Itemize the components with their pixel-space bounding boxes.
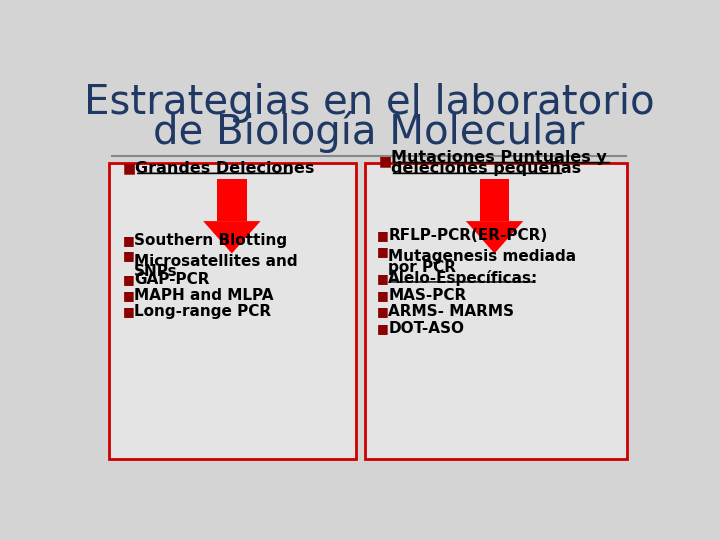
Text: Microsatellites and: Microsatellites and [134,254,298,268]
Text: MAS-PCR: MAS-PCR [388,288,467,303]
Text: ■: ■ [122,306,135,319]
Bar [365,163,627,459]
Text: Grandes Deleciones: Grandes Deleciones [135,161,315,176]
Bar [480,179,509,221]
Text: MAPH and MLPA: MAPH and MLPA [134,288,274,303]
Text: ARMS- MARMS: ARMS- MARMS [388,305,514,320]
Text: ■: ■ [122,234,135,247]
Text: GAP-PCR: GAP-PCR [134,272,210,287]
Text: RFLP-PCR(ER-PCR): RFLP-PCR(ER-PCR) [388,228,548,243]
Text: ■: ■ [377,245,389,258]
Text: Long-range PCR: Long-range PCR [134,305,271,320]
Text: SNPs: SNPs [134,265,178,279]
Text: deleciones pequeñas: deleciones pequeñas [391,161,581,176]
Text: Mutagenesis mediada: Mutagenesis mediada [388,249,577,264]
Text: Mutaciones Puntuales y: Mutaciones Puntuales y [391,151,606,165]
Text: ■: ■ [122,289,135,302]
Polygon shape [466,221,523,253]
Text: de Biología Molecular: de Biología Molecular [153,111,585,153]
Bar [217,179,246,221]
Text: ■: ■ [377,306,389,319]
Bar [109,163,356,459]
Text: ■: ■ [122,273,135,286]
Polygon shape [203,221,261,253]
Text: Alelo-Específicas:: Alelo-Específicas: [388,270,539,286]
Text: DOT-ASO: DOT-ASO [388,321,464,336]
Text: Southern Blotting: Southern Blotting [134,233,287,248]
Text: por PCR: por PCR [388,260,456,275]
Text: Estrategias en el laboratorio: Estrategias en el laboratorio [84,83,654,123]
Text: ■: ■ [377,230,389,242]
Text: ■: ■ [122,249,135,262]
Text: ■: ■ [379,154,392,168]
Text: ■: ■ [377,289,389,302]
Text: ■: ■ [122,162,135,176]
Text: ■: ■ [377,272,389,285]
Text: ■: ■ [377,322,389,335]
